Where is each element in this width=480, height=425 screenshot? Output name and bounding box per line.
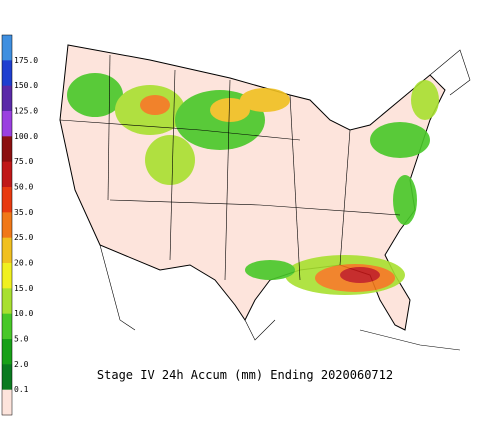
precip-area	[245, 260, 295, 280]
precip-area	[370, 122, 430, 158]
legend-swatch	[2, 161, 12, 188]
state-line	[109, 199, 401, 216]
legend-label: 150.0	[14, 81, 38, 90]
precip-area	[210, 98, 250, 122]
precip-area	[393, 175, 417, 225]
legend-swatch	[2, 35, 12, 61]
state-line	[59, 119, 301, 141]
legend-swatch	[2, 136, 12, 163]
legend-swatch	[2, 339, 12, 365]
precip-area	[145, 135, 195, 185]
precip-area	[340, 267, 380, 283]
legend-label: 100.0	[14, 132, 38, 141]
state-line	[169, 69, 176, 261]
legend-label: 2.0	[14, 360, 29, 369]
precip-areas	[67, 73, 439, 295]
coast	[244, 319, 276, 341]
mexico-coast	[99, 244, 136, 331]
legend-swatch	[2, 288, 12, 315]
legend-label: 35.0	[14, 208, 33, 217]
legend-label: 15.0	[14, 284, 33, 293]
precip-area	[67, 73, 123, 117]
precip-area	[411, 80, 439, 120]
legend-label: 25.0	[14, 233, 33, 242]
color-legend: 175.0 150.0 125.0 100.0 75.0 50.0 35.0 25.0 20.0…	[1, 34, 38, 416]
legend-swatch	[2, 60, 12, 87]
canada-coast	[429, 49, 471, 96]
legend-label: 125.0	[14, 107, 38, 116]
legend-swatch	[2, 187, 12, 213]
legend-swatch	[2, 212, 12, 239]
state-line	[289, 94, 301, 281]
legend-swatch	[2, 364, 12, 391]
legend-swatch	[2, 111, 12, 137]
legend-label: 10.0	[14, 309, 33, 318]
precip-area	[140, 95, 170, 115]
boundaries	[59, 49, 471, 351]
legend-swatch	[2, 313, 12, 340]
precip-area	[240, 88, 290, 112]
state-line	[224, 79, 231, 281]
legend-label: 0.1	[14, 385, 29, 394]
legend-label: 50.0	[14, 183, 33, 192]
precip-map	[59, 44, 471, 351]
legend-swatch	[2, 85, 12, 112]
legend-label: 75.0	[14, 157, 33, 166]
legend-swatch	[2, 389, 12, 416]
legend-swatch	[2, 263, 12, 289]
cuba	[359, 329, 461, 351]
legend-label: 20.0	[14, 259, 33, 268]
state-line	[339, 129, 351, 266]
legend-label: 5.0	[14, 335, 29, 344]
legend-label: 175.0	[14, 56, 38, 65]
state-line	[107, 54, 111, 201]
map-title: Stage IV 24h Accum (mm) Ending 202006071…	[97, 368, 393, 382]
legend-swatch	[2, 237, 12, 264]
legend-frame	[1, 34, 13, 416]
